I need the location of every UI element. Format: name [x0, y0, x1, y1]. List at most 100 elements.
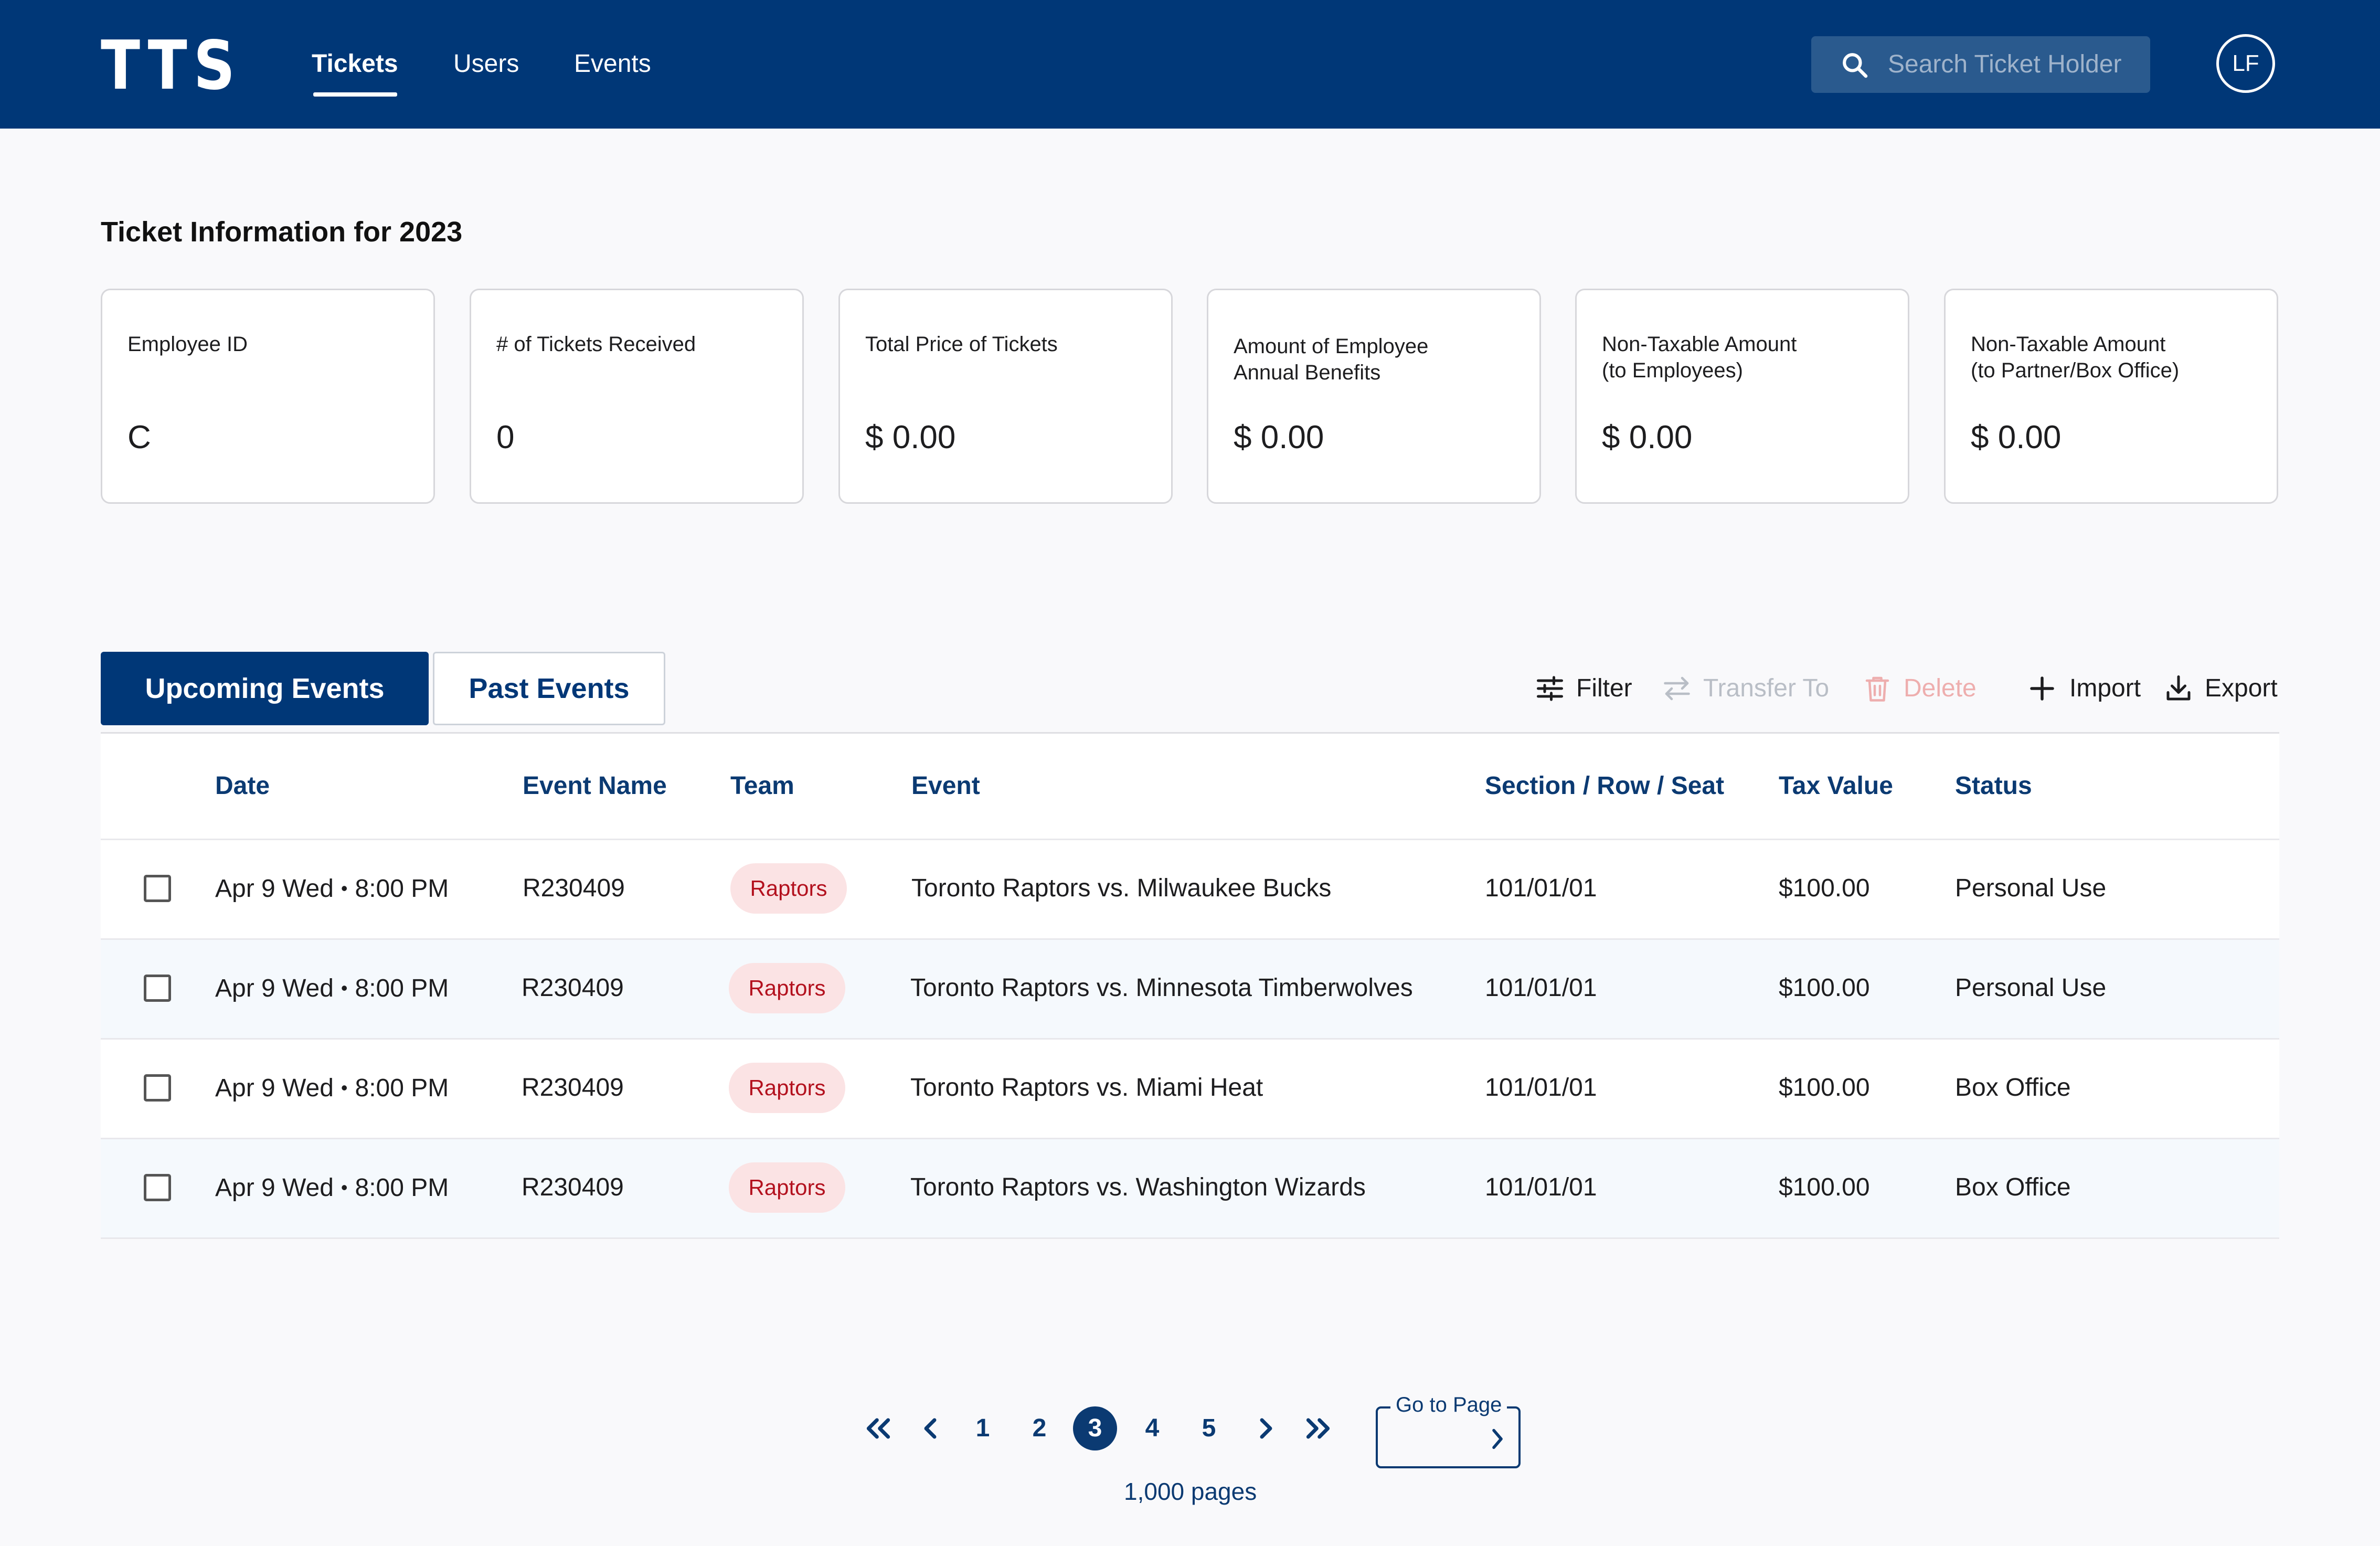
- tickets-table: Date Event Name Team Event Section / Row…: [101, 732, 2279, 1239]
- filter-button[interactable]: Filter: [1534, 668, 1639, 710]
- tax-value-cell: $100.00: [1779, 874, 1870, 902]
- search-input[interactable]: Search Ticket Holder: [1888, 50, 2122, 78]
- card-annual-benefits: Amount of Employee Annual Benefits $ 0.0…: [1207, 289, 1541, 504]
- card-total-price: Total Price of Tickets $ 0.00: [838, 289, 1173, 504]
- date-text: Apr 9 Wed: [215, 875, 334, 903]
- column-header-event[interactable]: Event: [911, 772, 980, 800]
- download-icon: [2166, 675, 2191, 701]
- date-text: Apr 9 Wed: [215, 1174, 334, 1202]
- card-non-taxable-partner: Non-Taxable Amount (to Partner/Box Offic…: [1944, 289, 2278, 504]
- event-name-cell: R230409: [523, 874, 625, 902]
- card-label: Non-Taxable Amount (to Employees): [1602, 333, 1797, 382]
- tax-value-cell: $100.00: [1779, 1173, 1870, 1201]
- double-chevron-left-icon: [866, 1418, 890, 1439]
- export-button[interactable]: Export: [2163, 668, 2279, 710]
- status-cell: Personal Use: [1955, 974, 2107, 1002]
- chevron-left-icon: [924, 1418, 937, 1439]
- row-checkbox[interactable]: [144, 975, 171, 1002]
- time-text: 8:00 PM: [355, 1074, 449, 1102]
- page-2-button[interactable]: 2: [1032, 1414, 1047, 1442]
- nav-events[interactable]: Events: [574, 50, 651, 78]
- separator-dot: •: [341, 1077, 348, 1098]
- seat-cell: 101/01/01: [1485, 974, 1597, 1002]
- card-label: # of Tickets Received: [496, 333, 696, 356]
- event-name-cell: R230409: [522, 1074, 624, 1102]
- card-tickets-received: # of Tickets Received 0: [470, 289, 804, 504]
- previous-page-button[interactable]: [917, 1407, 943, 1449]
- column-header-date[interactable]: Date: [215, 772, 270, 800]
- status-cell: Personal Use: [1955, 874, 2107, 902]
- trash-icon: [1865, 676, 1889, 702]
- column-header-status[interactable]: Status: [1955, 772, 2032, 800]
- search-box[interactable]: Search Ticket Holder: [1811, 36, 2150, 93]
- seat-cell: 101/01/01: [1485, 874, 1597, 902]
- team-badge: Raptors: [729, 1162, 845, 1213]
- row-checkbox[interactable]: [144, 875, 171, 902]
- status-cell: Box Office: [1955, 1074, 2071, 1102]
- transfer-to-button[interactable]: Transfer To: [1661, 668, 1834, 710]
- table-row[interactable]: Apr 9 Wed • 8:00 PM R230409 Raptors Toront…: [101, 840, 2279, 940]
- separator-dot: •: [341, 877, 348, 899]
- table-row[interactable]: Apr 9 Wed • 8:00 PM R230409 Raptors Toront…: [101, 1040, 2279, 1139]
- total-pages-label: 1,000 pages: [1124, 1478, 1257, 1505]
- delete-button[interactable]: Delete: [1862, 668, 1982, 710]
- tab-past-events[interactable]: Past Events: [433, 652, 665, 725]
- page-3-button-current[interactable]: 3: [1073, 1406, 1117, 1450]
- import-button[interactable]: Import: [2026, 668, 2152, 710]
- chevron-right-icon[interactable]: [1488, 1424, 1507, 1454]
- column-header-tax-value[interactable]: Tax Value: [1779, 772, 1893, 800]
- card-value: C: [128, 419, 151, 456]
- top-navigation-bar: TTS Tickets Users Events Search Ticket H…: [0, 0, 2380, 129]
- column-header-team[interactable]: Team: [730, 772, 794, 800]
- event-cell: Toronto Raptors vs. Miami Heat: [910, 1074, 1263, 1102]
- filter-icon: [1537, 676, 1563, 701]
- user-avatar[interactable]: LF: [2216, 34, 2275, 93]
- go-to-page-label: Go to Page: [1390, 1392, 1507, 1418]
- date-text: Apr 9 Wed: [215, 975, 334, 1002]
- date-cell: Apr 9 Wed • 8:00 PM: [215, 1172, 449, 1204]
- date-text: Apr 9 Wed: [215, 1074, 334, 1102]
- page-1-button[interactable]: 1: [975, 1414, 990, 1442]
- table-row[interactable]: Apr 9 Wed • 8:00 PM R230409 Raptors Toront…: [101, 940, 2279, 1040]
- page-5-button[interactable]: 5: [1202, 1414, 1216, 1442]
- filter-label: Filter: [1576, 674, 1632, 702]
- go-to-page-field[interactable]: Go to Page: [1376, 1392, 1521, 1468]
- card-value: 0: [496, 419, 515, 456]
- team-badge: Raptors: [730, 863, 847, 914]
- team-badge: Raptors: [729, 963, 845, 1013]
- row-checkbox[interactable]: [144, 1174, 171, 1201]
- last-page-button[interactable]: [1301, 1407, 1335, 1449]
- table-row[interactable]: Apr 9 Wed • 8:00 PM R230409 Raptors Toront…: [101, 1139, 2279, 1239]
- event-cell: Toronto Raptors vs. Milwaukee Bucks: [911, 874, 1332, 902]
- page-4-button[interactable]: 4: [1145, 1414, 1160, 1442]
- event-name-cell: R230409: [522, 974, 624, 1002]
- card-non-taxable-employees: Non-Taxable Amount (to Employees) $ 0.00: [1575, 289, 1909, 504]
- column-header-seat[interactable]: Section / Row / Seat: [1485, 772, 1725, 800]
- nav-tickets[interactable]: Tickets: [312, 50, 398, 78]
- separator-dot: •: [341, 977, 348, 999]
- event-name-cell: R230409: [522, 1173, 624, 1201]
- date-cell: Apr 9 Wed • 8:00 PM: [215, 873, 449, 905]
- app-logo[interactable]: TTS: [101, 27, 242, 105]
- card-value: $ 0.00: [865, 419, 956, 456]
- card-value: $ 0.00: [1602, 419, 1693, 456]
- row-checkbox[interactable]: [144, 1074, 171, 1102]
- time-text: 8:00 PM: [355, 975, 449, 1002]
- date-cell: Apr 9 Wed • 8:00 PM: [215, 1072, 449, 1104]
- search-icon: [1843, 53, 1868, 78]
- seat-cell: 101/01/01: [1485, 1074, 1597, 1102]
- card-employee-id: Employee ID C: [101, 289, 435, 504]
- tax-value-cell: $100.00: [1779, 974, 1870, 1002]
- delete-label: Delete: [1904, 674, 1977, 702]
- separator-dot: •: [341, 1177, 348, 1198]
- first-page-button[interactable]: [862, 1407, 895, 1449]
- card-label: Amount of Employee Annual Benefits: [1234, 335, 1429, 384]
- column-header-event-name[interactable]: Event Name: [523, 772, 667, 800]
- next-page-button[interactable]: [1253, 1407, 1279, 1449]
- tab-upcoming-events[interactable]: Upcoming Events: [101, 652, 429, 725]
- card-label: Non-Taxable Amount (to Partner/Box Offic…: [1971, 333, 2180, 382]
- nav-users[interactable]: Users: [453, 50, 519, 78]
- seat-cell: 101/01/01: [1485, 1173, 1597, 1201]
- transfer-icon: [1664, 676, 1690, 701]
- card-label: Employee ID: [128, 333, 248, 356]
